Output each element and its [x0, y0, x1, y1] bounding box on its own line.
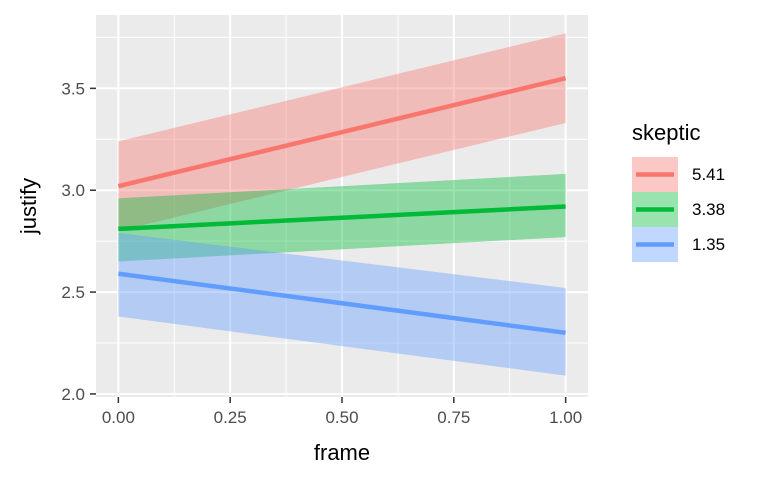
x-axis-title: frame [314, 440, 370, 465]
y-tick-label: 3.0 [61, 181, 85, 200]
y-tick-label: 3.5 [61, 79, 85, 98]
legend-title: skeptic [632, 120, 700, 145]
legend-label-3.38: 3.38 [692, 200, 725, 219]
legend-label-1.35: 1.35 [692, 235, 725, 254]
y-axis-title: justify [16, 178, 41, 235]
y-axis: 2.0 2.5 3.0 3.5 [61, 79, 96, 404]
x-tick-label: 0.25 [214, 408, 247, 427]
line-series-5.41 [117, 75, 567, 189]
x-tick-label: 0.50 [325, 408, 358, 427]
y-tick-label: 2.0 [61, 385, 85, 404]
legend: skeptic 5.41 3.38 1.35 [632, 120, 725, 262]
legend-label-5.41: 5.41 [692, 165, 725, 184]
line-series-1.35 [118, 271, 566, 336]
line-series-3.38 [118, 204, 566, 232]
series-lines [117, 75, 567, 336]
y-tick-label: 2.5 [61, 283, 85, 302]
x-tick-label: 1.00 [549, 408, 582, 427]
x-tick-label: 0.00 [102, 408, 135, 427]
x-axis: 0.00 0.25 0.50 0.75 1.00 [102, 397, 582, 427]
x-tick-label: 0.75 [437, 408, 470, 427]
grid-major [96, 15, 588, 397]
